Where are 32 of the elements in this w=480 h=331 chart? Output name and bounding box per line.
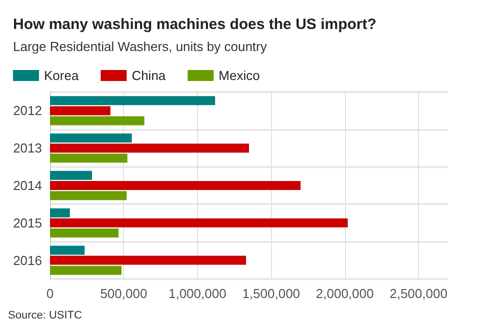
y-tick-label: 2015 — [13, 215, 42, 230]
y-tick-label: 2013 — [13, 140, 42, 156]
x-tick-label: 1,500,000 — [242, 286, 300, 301]
legend-label: China — [132, 68, 166, 83]
bar — [50, 144, 249, 153]
bar — [50, 266, 122, 275]
bar — [50, 228, 119, 238]
bar — [50, 208, 70, 218]
chart-title: How many washing machines does the US import? — [13, 16, 376, 33]
bar — [50, 181, 301, 190]
chart-subtitle: Large Residential Washers, units by country — [13, 39, 268, 54]
bar — [50, 116, 144, 126]
x-tick-label: 1,000,000 — [168, 286, 226, 301]
bar — [50, 218, 348, 228]
bar — [50, 191, 127, 200]
bar — [50, 256, 246, 265]
x-tick-label: 2,500,000 — [390, 286, 448, 301]
x-tick-label: 0 — [46, 286, 54, 301]
bar — [50, 134, 132, 143]
legend-label: Korea — [44, 68, 80, 83]
y-tick-label: 2016 — [13, 252, 42, 268]
bar — [50, 246, 85, 255]
source-note: Source: USITC — [8, 310, 82, 322]
bar — [50, 170, 92, 180]
bar — [50, 154, 128, 163]
y-tick-label: 2014 — [13, 178, 42, 193]
x-tick-label: 2,000,000 — [316, 286, 374, 301]
x-tick-label: 500,000 — [100, 286, 148, 301]
legend-label: Mexico — [218, 68, 260, 83]
y-tick-label: 2012 — [13, 103, 42, 118]
bar — [50, 96, 216, 106]
bar — [50, 106, 110, 116]
